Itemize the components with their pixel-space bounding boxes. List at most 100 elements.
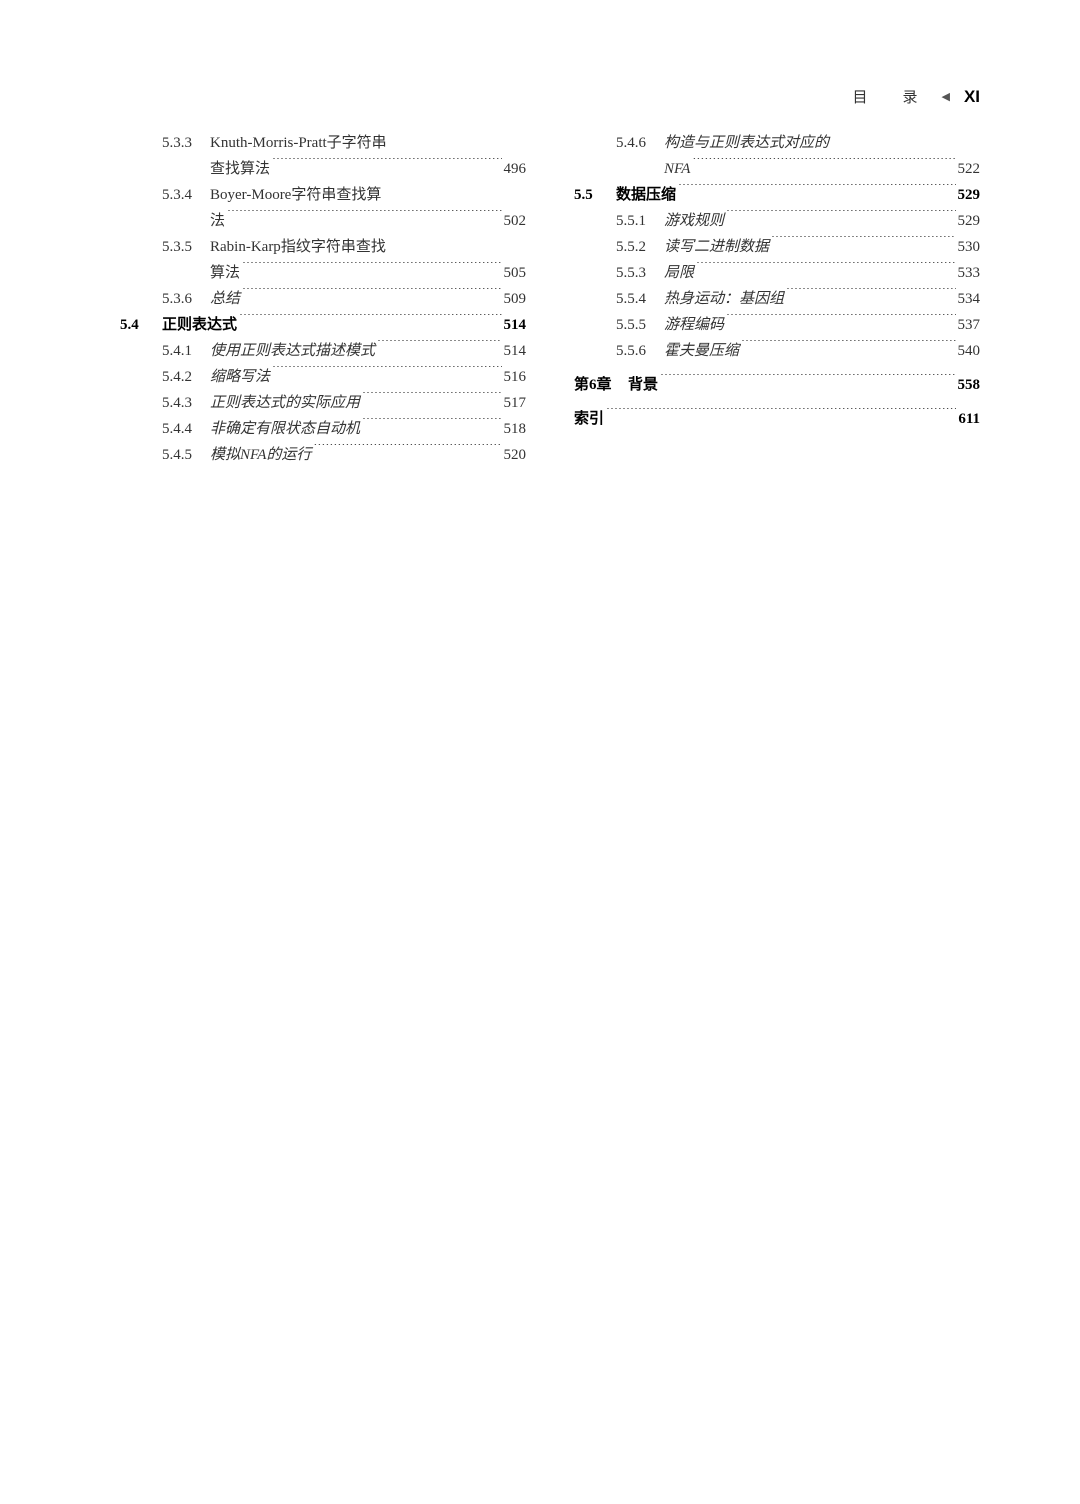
toc-page-number: 516 (504, 364, 527, 390)
toc-chapter-number: 第6章 (574, 372, 628, 398)
toc-title: 正则表达式的实际应用 (210, 390, 360, 416)
toc-title: 正则表达式 (162, 312, 237, 338)
header-page-roman: XI (964, 87, 980, 107)
toc-right-column: 5.4.6构造与正则表达式对应的NFA5225.5数据压缩5295.5.1游戏规… (574, 130, 980, 468)
toc-title: 模拟NFA的运行 (210, 442, 311, 468)
toc-title: 总结 (210, 286, 240, 312)
toc-entry: 第6章背景 558 (574, 372, 980, 398)
header-label: 目 录 (852, 86, 927, 107)
toc-entry: 5.4正则表达式514 (120, 312, 526, 338)
toc-entry: 5.4.1使用正则表达式描述模式514 (120, 338, 526, 364)
toc-entry: 5.3.6总结 509 (120, 286, 526, 312)
toc-leader-dots (242, 288, 501, 303)
toc-entry: 5.5.5游程编码 537 (574, 312, 980, 338)
toc-subsection-number: 5.4.2 (162, 364, 210, 390)
toc-subsection-number: 5.5.1 (616, 208, 664, 234)
toc-subsection-number: 5.4.5 (162, 442, 210, 468)
toc-spacer (574, 364, 980, 372)
page-header: 目 录 ◀ XI (852, 86, 980, 107)
toc-subsection-number: 5.3.4 (162, 182, 210, 208)
toc-title: 算法 (210, 260, 240, 286)
toc-entry: 5.5.4热身运动：基因组534 (574, 286, 980, 312)
toc-page-number: 505 (504, 260, 527, 286)
toc-page-number: 558 (958, 372, 981, 398)
toc-page-number: 540 (958, 338, 981, 364)
toc-entry: 5.3.3Knuth-Morris-Pratt子字符串 (120, 130, 526, 156)
toc-entry: 算法 505 (120, 260, 526, 286)
toc-subsection-number: 5.3.6 (162, 286, 210, 312)
toc-entry: 5.4.5模拟NFA的运行 520 (120, 442, 526, 468)
toc-subsection-number: 5.4.3 (162, 390, 210, 416)
toc-entry: 5.5.3局限 533 (574, 260, 980, 286)
toc-title: 读写二进制数据 (664, 234, 769, 260)
toc-entry: 5.4.6构造与正则表达式对应的 (574, 130, 980, 156)
toc-title: 查找算法 (210, 156, 270, 182)
toc-entry: 5.5数据压缩 529 (574, 182, 980, 208)
toc-leader-dots (313, 444, 501, 459)
toc-leader-dots (726, 314, 955, 329)
toc-page-number: 502 (504, 208, 527, 234)
toc-entry: 查找算法 496 (120, 156, 526, 182)
toc-section-number: 5.5 (574, 182, 616, 208)
toc-subsection-number: 5.5.5 (616, 312, 664, 338)
toc-leader-dots (692, 158, 955, 173)
toc-title: 游程编码 (664, 312, 724, 338)
toc-subsection-number: 5.3.5 (162, 234, 210, 260)
toc-title: 霍夫曼压缩 (664, 338, 739, 364)
toc-title: 背景 (628, 372, 658, 398)
toc-title: Boyer-Moore字符串查找算 (210, 182, 381, 208)
toc-leader-dots (227, 210, 501, 225)
toc-entry: 5.4.4非确定有限状态自动机 518 (120, 416, 526, 442)
toc-subsection-number: 5.4.4 (162, 416, 210, 442)
toc-leader-dots (786, 288, 955, 303)
toc-title: Knuth-Morris-Pratt子字符串 (210, 130, 387, 156)
toc-page-number: 537 (958, 312, 981, 338)
toc-entry: 5.4.2缩略写法 516 (120, 364, 526, 390)
toc-subsection-number: 5.3.3 (162, 130, 210, 156)
toc-entry: 5.5.1游戏规则529 (574, 208, 980, 234)
toc-leader-dots (242, 262, 501, 277)
toc-entry: 索引 611 (574, 406, 980, 432)
header-triangle-icon: ◀ (941, 90, 949, 103)
toc-subsection-number: 5.5.6 (616, 338, 664, 364)
toc-subsection-number: 5.4.1 (162, 338, 210, 364)
toc-title: 使用正则表达式描述模式 (210, 338, 375, 364)
toc-columns: 5.3.3Knuth-Morris-Pratt子字符串查找算法4965.3.4B… (120, 130, 980, 468)
toc-page-number: 533 (958, 260, 981, 286)
toc-leader-dots (606, 408, 956, 423)
toc-subsection-number: 5.5.3 (616, 260, 664, 286)
toc-leader-dots (377, 340, 501, 355)
toc-entry: 5.4.3正则表达式的实际应用517 (120, 390, 526, 416)
toc-left-column: 5.3.3Knuth-Morris-Pratt子字符串查找算法4965.3.4B… (120, 130, 526, 468)
toc-page-number: 496 (504, 156, 527, 182)
toc-page-number: 518 (504, 416, 527, 442)
toc-leader-dots (239, 314, 501, 329)
toc-title: 索引 (574, 406, 604, 432)
toc-leader-dots (362, 418, 501, 433)
toc-leader-dots (726, 210, 955, 225)
toc-title: 热身运动：基因组 (664, 286, 784, 312)
toc-title: 数据压缩 (616, 182, 676, 208)
toc-subsection-number: 5.4.6 (616, 130, 664, 156)
toc-title: NFA (664, 156, 690, 182)
toc-leader-dots (272, 366, 501, 381)
toc-page-number: 611 (958, 406, 980, 432)
toc-page-number: 522 (958, 156, 981, 182)
toc-title: 法 (210, 208, 225, 234)
toc-page-number: 534 (958, 286, 981, 312)
toc-title: 非确定有限状态自动机 (210, 416, 360, 442)
toc-leader-dots (771, 236, 955, 251)
toc-title: 局限 (664, 260, 694, 286)
toc-title: 缩略写法 (210, 364, 270, 390)
toc-title: 游戏规则 (664, 208, 724, 234)
toc-page-number: 520 (504, 442, 527, 468)
toc-page-number: 509 (504, 286, 527, 312)
toc-entry: 5.3.4Boyer-Moore字符串查找算 (120, 182, 526, 208)
toc-entry: NFA 522 (574, 156, 980, 182)
toc-page-number: 514 (504, 312, 527, 338)
toc-page-number: 529 (958, 182, 981, 208)
toc-leader-dots (362, 392, 501, 407)
toc-entry: 5.5.6霍夫曼压缩 540 (574, 338, 980, 364)
toc-leader-dots (741, 340, 955, 355)
toc-entry: 5.5.2读写二进制数据530 (574, 234, 980, 260)
